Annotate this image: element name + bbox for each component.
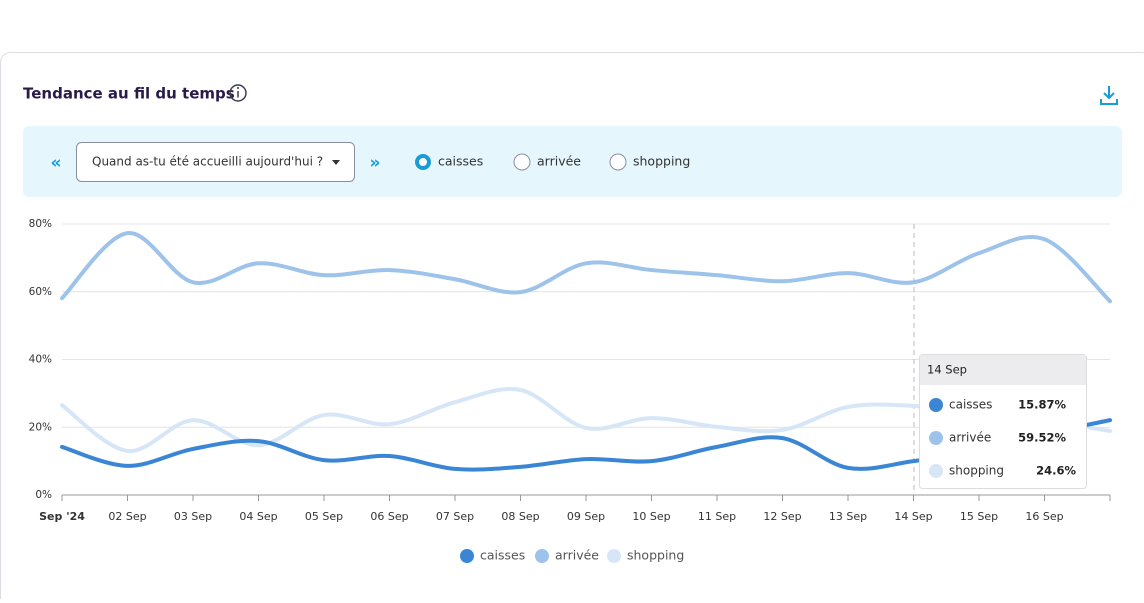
dropdown-text: Quand as-tu été accueilli aujourd'hui ?	[92, 155, 323, 169]
y-tick-label: 60%	[29, 286, 52, 298]
x-tick-label: 04 Sep	[239, 510, 277, 523]
radio-button[interactable]	[514, 154, 530, 170]
y-tick-label: 40%	[29, 354, 52, 366]
y-tick-label: 80%	[29, 218, 52, 230]
tooltip-marker	[929, 464, 943, 478]
x-tick-label: 06 Sep	[370, 510, 408, 523]
tooltip-title: 14 Sep	[927, 363, 967, 377]
x-tick-label: 05 Sep	[305, 510, 343, 523]
legend-label: caisses	[480, 548, 525, 563]
x-tick-label: Sep '24	[39, 510, 85, 523]
x-tick-label: 14 Sep	[894, 510, 932, 523]
x-tick-label: 09 Sep	[567, 510, 605, 523]
y-tick-label: 0%	[35, 489, 52, 501]
legend-marker[interactable]	[460, 549, 474, 563]
x-tick-label: 15 Sep	[960, 510, 998, 523]
x-tick-label: 16 Sep	[1025, 510, 1063, 523]
x-tick-label: 03 Sep	[174, 510, 212, 523]
next-button[interactable]: »	[370, 153, 381, 173]
x-tick-label: 10 Sep	[632, 510, 670, 523]
x-tick-label: 12 Sep	[763, 510, 801, 523]
tooltip-value: 15.87%	[1018, 398, 1066, 412]
x-tick-label: 08 Sep	[501, 510, 539, 523]
tooltip-value: 24.6%	[1036, 464, 1076, 478]
tooltip-marker	[929, 398, 943, 412]
x-tick-label: 13 Sep	[829, 510, 867, 523]
legend-label: arrivée	[555, 548, 599, 563]
x-tick-label: 11 Sep	[698, 510, 736, 523]
widget-title: Tendance au fil du temps	[23, 85, 235, 103]
legend-marker[interactable]	[535, 549, 549, 563]
radio-label: caisses	[438, 154, 483, 169]
radio-label: arrivée	[537, 154, 581, 169]
y-tick-label: 20%	[29, 421, 52, 433]
tooltip-label: arrivée	[949, 431, 991, 445]
legend-marker[interactable]	[607, 549, 621, 563]
x-tick-label: 02 Sep	[108, 510, 146, 523]
tooltip-marker	[929, 431, 943, 445]
radio-button[interactable]	[417, 156, 429, 168]
legend-label: shopping	[627, 548, 684, 563]
tooltip-value: 59.52%	[1018, 431, 1066, 445]
tooltip-label: caisses	[949, 398, 992, 412]
prev-button[interactable]: «	[51, 153, 62, 173]
tooltip-label: shopping	[949, 464, 1004, 478]
radio-label: shopping	[633, 154, 690, 169]
x-tick-label: 07 Sep	[436, 510, 474, 523]
radio-button[interactable]	[610, 154, 626, 170]
